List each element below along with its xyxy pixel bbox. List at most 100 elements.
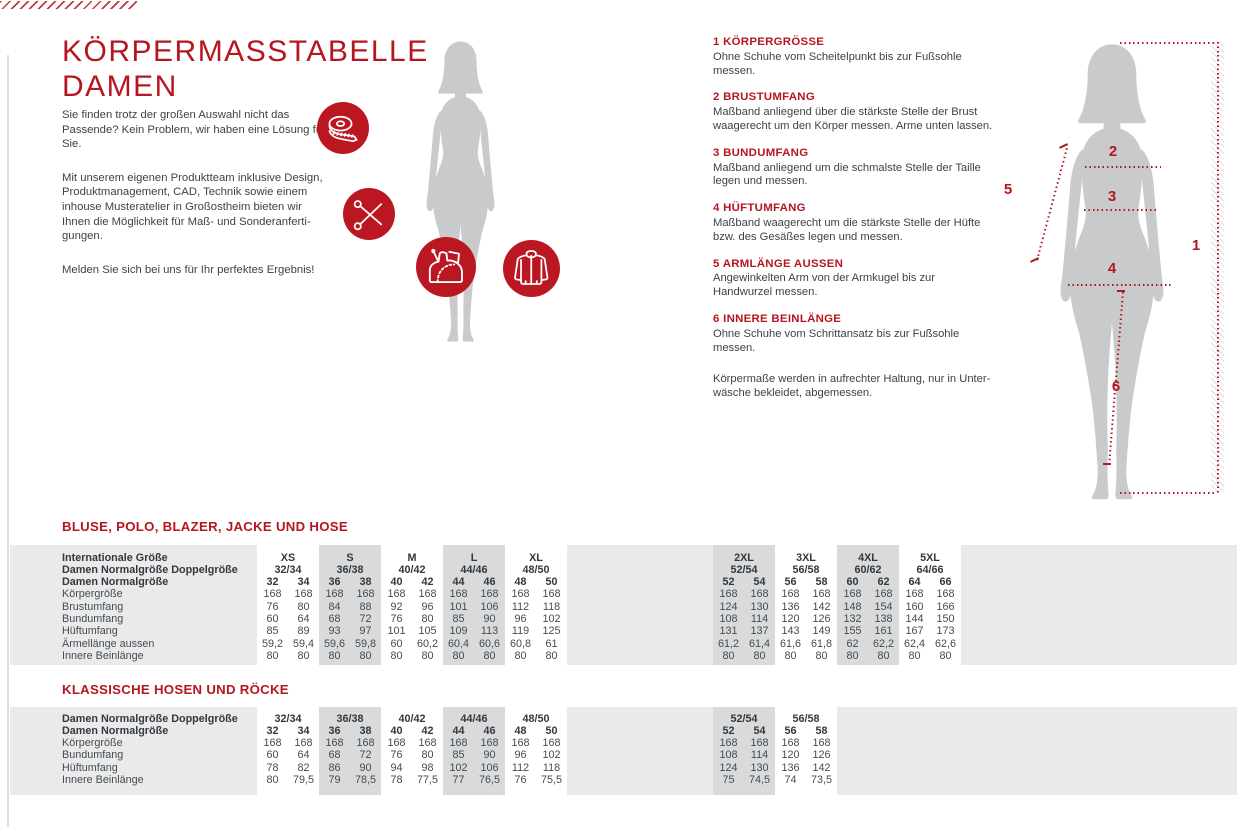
- double-size: 56/58: [792, 563, 820, 576]
- table-group-cell: 44 46: [443, 725, 505, 737]
- size-value: 168: [812, 588, 831, 601]
- measure-line-head-top: [1120, 42, 1217, 44]
- single-size: 36: [328, 724, 341, 737]
- size-value: 80: [753, 649, 766, 662]
- decorative-hatch-icon: [0, 1, 137, 9]
- instruction-number: 6: [713, 312, 720, 325]
- size-value: 168: [812, 737, 831, 750]
- table-group-cell: 44/46: [443, 564, 505, 576]
- size-value: 76: [390, 613, 403, 625]
- size-value: 168: [750, 588, 769, 601]
- size-value: 74: [784, 774, 797, 786]
- size-column-shade: [713, 707, 775, 795]
- table-title-klassische-hosen: KLASSISCHE HOSEN UND RÖCKE: [62, 682, 289, 697]
- single-size: 60: [846, 576, 859, 589]
- table-band: [10, 707, 1237, 795]
- table-group-cell: 132 138: [837, 613, 899, 625]
- size-value: 80: [784, 649, 797, 662]
- table-group-cell: 168 168: [775, 588, 837, 600]
- measure-instructions: 1 KÖRPERGRÖSSE Ohne Schuhe vom Scheitelp…: [713, 36, 993, 401]
- size-value: 80: [421, 749, 434, 762]
- size-value: 60,8: [509, 637, 531, 650]
- size-value: 168: [263, 737, 282, 750]
- size-value: 80: [722, 649, 735, 662]
- size-value: 62: [846, 637, 859, 650]
- size-value: 80: [421, 649, 434, 662]
- table-group-cell: 168 168: [899, 588, 961, 600]
- size-value: 80: [877, 649, 890, 662]
- table-group-cell: 60 64: [257, 613, 319, 625]
- size-value: 96: [514, 613, 527, 625]
- size-value: 124: [719, 600, 738, 613]
- double-size: 36/38: [336, 563, 364, 576]
- table-group-cell: 85 90: [443, 749, 505, 761]
- table-group-cell: 160 166: [899, 601, 961, 613]
- table-group-cell: 48/50: [505, 564, 567, 576]
- size-value: 97: [359, 625, 372, 638]
- intro-paragraph: Melden Sie sich bei uns für Ihr perfekte…: [62, 263, 315, 276]
- size-value: 61,4: [748, 637, 770, 650]
- measure-note: Körpermaße werden in aufrechter Haltung,…: [713, 373, 991, 400]
- size-value: 62,4: [903, 637, 925, 650]
- table-group-cell: 52/54: [713, 713, 775, 725]
- single-size: 32: [266, 724, 279, 737]
- size-value: 61: [545, 637, 558, 650]
- international-size: XS: [280, 551, 296, 564]
- size-value: 125: [542, 625, 561, 638]
- size-value: 88: [359, 600, 372, 613]
- instruction-item: 4 HÜFTUMFANG Maßband waagerecht um die s…: [713, 202, 993, 244]
- size-value: 85: [452, 749, 465, 762]
- table-group-cell: 86 90: [319, 762, 381, 774]
- instruction-number: 4: [713, 202, 720, 215]
- size-value: 78: [266, 761, 279, 774]
- international-size: 4XL: [858, 551, 878, 564]
- size-column-shade: [443, 707, 505, 795]
- woman-silhouette-small: [405, 36, 516, 346]
- size-value: 60,6: [478, 637, 500, 650]
- table-group-cell: L: [443, 552, 505, 564]
- instruction-title: 1 KÖRPERGRÖSSE: [713, 36, 993, 50]
- size-value: 143: [781, 625, 800, 638]
- size-value: 77: [452, 774, 465, 786]
- single-size: 42: [421, 724, 434, 737]
- size-value: 77,5: [416, 774, 438, 786]
- row-label: Ärmellänge aussen: [62, 637, 155, 650]
- size-value: 60: [390, 637, 403, 650]
- size-value: 79: [328, 774, 341, 786]
- table-group-cell: 40 42: [381, 576, 443, 588]
- table-group-cell: 85 90: [443, 613, 505, 625]
- instruction-item: 3 BUNDUMFANG Maßband anliegend um die sc…: [713, 147, 993, 189]
- size-column-shade: [257, 545, 319, 665]
- table-group-cell: 168 168: [381, 588, 443, 600]
- size-value: 78: [390, 774, 403, 786]
- size-value: 168: [719, 737, 738, 750]
- size-value: 72: [359, 613, 372, 625]
- size-value: 76: [390, 749, 403, 762]
- instruction-title: 4 HÜFTUMFANG: [713, 202, 993, 216]
- size-value: 168: [874, 588, 893, 601]
- intro-paragraph: Mit unserem eigenen Produktteam inklusiv…: [62, 171, 323, 243]
- table-group-cell: 108 114: [713, 613, 775, 625]
- size-value: 124: [719, 761, 738, 774]
- instruction-name: ARMLÄNGE AUSSEN: [722, 257, 844, 270]
- size-value: 59,2: [261, 637, 283, 650]
- double-size: 44/46: [460, 563, 488, 576]
- size-value: 101: [449, 600, 468, 613]
- size-column-shade: [837, 545, 899, 665]
- size-column-shade: [505, 545, 567, 665]
- row-label: Körpergröße: [62, 737, 123, 750]
- measure-line-height: [1217, 42, 1219, 494]
- double-size: 44/46: [460, 712, 488, 725]
- table-group-cell: 5XL: [899, 552, 961, 564]
- table-group-cell: 48 50: [505, 576, 567, 588]
- table-group-cell: 76 80: [257, 601, 319, 613]
- table-group-cell: 136 142: [775, 601, 837, 613]
- size-value: 73,5: [810, 774, 832, 786]
- double-size: 48/50: [522, 563, 550, 576]
- size-value: 168: [418, 737, 437, 750]
- size-value: 168: [294, 737, 313, 750]
- table-group-cell: 76 75,5: [505, 774, 567, 786]
- size-column-shade: [899, 545, 961, 665]
- table-group-cell: 40 42: [381, 725, 443, 737]
